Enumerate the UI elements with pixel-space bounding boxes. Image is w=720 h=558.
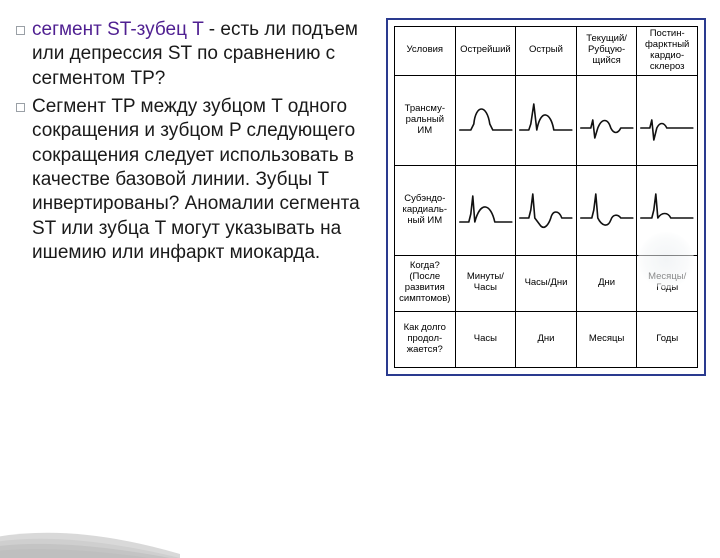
col-header: Условия — [395, 27, 456, 76]
row-label: Субэндо-кардиаль-ный ИМ — [395, 165, 456, 255]
row-label: Трансму-ральный ИМ — [395, 75, 456, 165]
table-cell: Часы — [455, 311, 516, 367]
table-row: Субэндо-кардиаль-ный ИМ — [395, 165, 698, 255]
table-cell: Месяцы — [576, 311, 637, 367]
ecg-table: Условия Острейший Острый Текущий/ Рубцую… — [394, 26, 698, 368]
col-header: Текущий/ Рубцую-щийся — [576, 27, 637, 76]
ecg-waveform — [576, 75, 637, 165]
ecg-waveform — [637, 75, 698, 165]
row-label: Когда? (После развития симптомов) — [395, 255, 456, 311]
bullet-list: сегмент ST-зубец T - есть ли подъем или … — [10, 18, 386, 376]
ecg-waveform — [637, 165, 698, 255]
ecg-waveform — [455, 75, 516, 165]
ecg-table-frame: Условия Острейший Острый Текущий/ Рубцую… — [386, 18, 706, 376]
col-header: Острый — [516, 27, 577, 76]
table-row: Трансму-ральный ИМ — [395, 75, 698, 165]
table-header-row: Условия Острейший Острый Текущий/ Рубцую… — [395, 27, 698, 76]
ecg-waveform — [516, 165, 577, 255]
ecg-waveform — [455, 165, 516, 255]
table-cell: Месяцы/ Годы — [637, 255, 698, 311]
table-row: Когда? (После развития симптомов) Минуты… — [395, 255, 698, 311]
table-cell: Минуты/ Часы — [455, 255, 516, 311]
table-cell: Годы — [637, 311, 698, 367]
table-cell: Часы/Дни — [516, 255, 577, 311]
col-header: Постин-фарктный кардио-склероз — [637, 27, 698, 76]
bullet-item: Сегмент TP между зубцом T одного сокраще… — [10, 95, 378, 265]
table-row: Как долго продол-жается? Часы Дни Месяцы… — [395, 311, 698, 367]
bullet-item: сегмент ST-зубец T - есть ли подъем или … — [10, 18, 378, 91]
table-cell: Дни — [516, 311, 577, 367]
col-header: Острейший — [455, 27, 516, 76]
bullet-highlight: сегмент ST-зубец T — [32, 19, 204, 40]
row-label: Как долго продол-жается? — [395, 311, 456, 367]
table-cell: Дни — [576, 255, 637, 311]
ecg-waveform — [516, 75, 577, 165]
ecg-waveform — [576, 165, 637, 255]
decorative-swoosh — [0, 468, 180, 558]
bullet-text: Сегмент TP между зубцом T одного сокраще… — [32, 96, 360, 263]
